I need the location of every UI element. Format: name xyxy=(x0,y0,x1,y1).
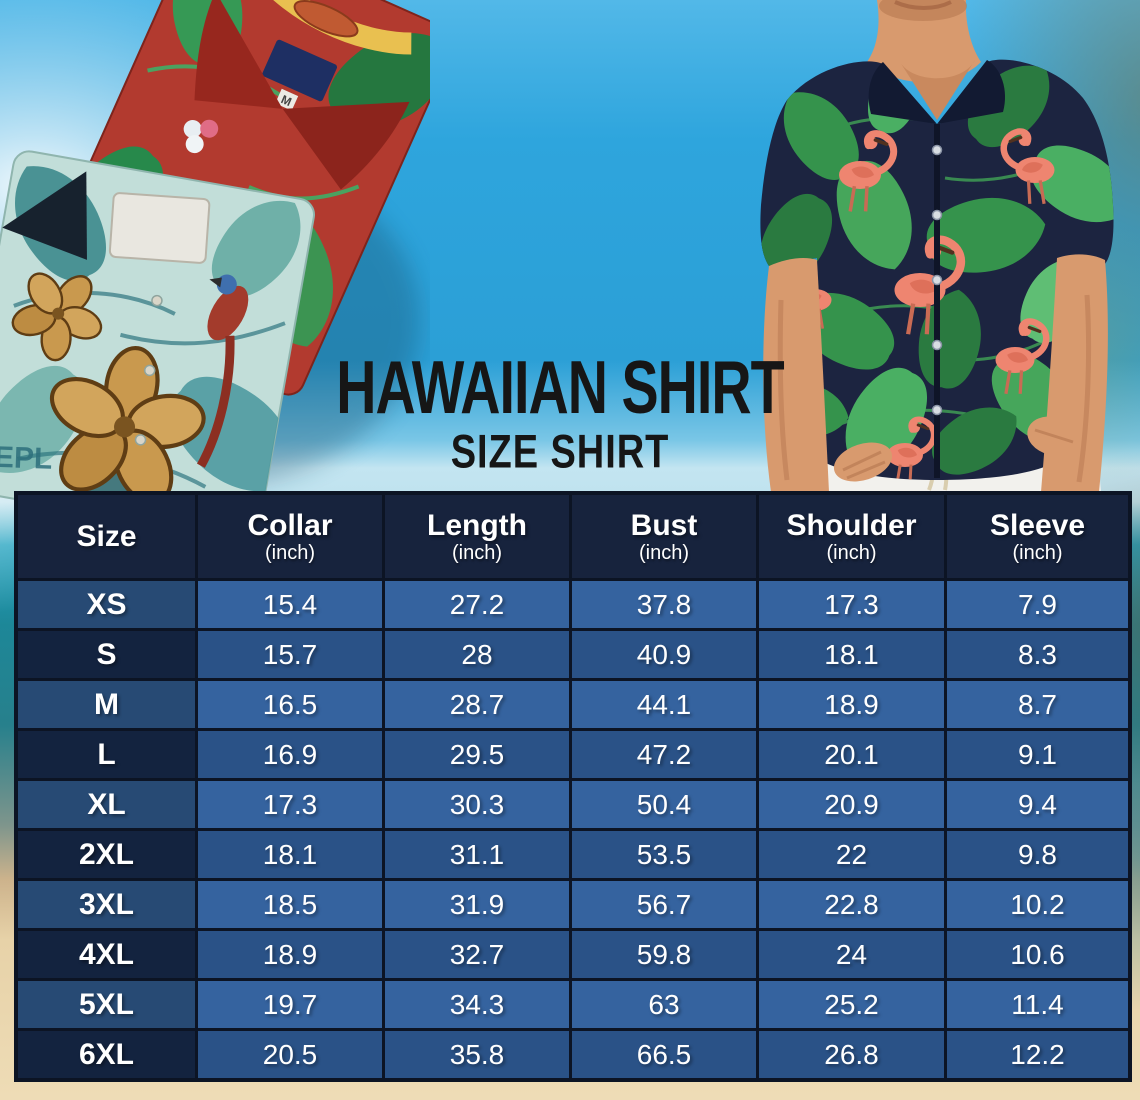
collar-left xyxy=(194,0,283,109)
table-row: M 16.5 28.7 44.1 18.9 8.7 xyxy=(15,678,1131,731)
value-cell: 24 xyxy=(756,928,947,981)
value-cell: 32.7 xyxy=(382,928,572,981)
header-cell: Size xyxy=(15,492,198,581)
value-cell: 63 xyxy=(569,978,759,1031)
value-cell: 17.3 xyxy=(756,578,947,631)
collar-lapel-right xyxy=(937,60,1006,124)
header-row: Size Collar (inch) Length (inch) Bust (inch) Sh… xyxy=(15,492,1131,581)
collar-right xyxy=(282,101,410,190)
size-tag xyxy=(275,88,299,111)
value-cell: 10.2 xyxy=(944,878,1131,931)
collar-lapel-left xyxy=(868,62,937,124)
value-cell: 18.5 xyxy=(195,878,385,931)
value-cell: 26.8 xyxy=(756,1028,947,1081)
value-cell: 20.5 xyxy=(195,1028,385,1081)
value-cell: 20.1 xyxy=(756,728,947,781)
value-cell: 22 xyxy=(756,828,947,881)
value-cell: 44.1 xyxy=(569,678,759,731)
right-hand xyxy=(1027,416,1079,456)
table-row: 5XL 19.7 34.3 63 25.2 11.4 xyxy=(15,978,1131,1031)
table-row: XL 17.3 30.3 50.4 20.9 9.4 xyxy=(15,778,1131,831)
value-cell: 18.1 xyxy=(195,828,385,881)
value-cell: 17.3 xyxy=(195,778,385,831)
table-row: 3XL 18.5 31.9 56.7 22.8 10.2 xyxy=(15,878,1131,931)
size-cell: S xyxy=(15,628,198,681)
value-cell: 30.3 xyxy=(382,778,572,831)
value-cell: 31.9 xyxy=(382,878,572,931)
size-cell: 5XL xyxy=(15,978,198,1031)
left-hand xyxy=(833,442,893,482)
value-cell: 22.8 xyxy=(756,878,947,931)
size-chart-table: Size Collar (inch) Length (inch) Bust (inch) Sh… xyxy=(15,492,1131,1081)
value-cell: 19.7 xyxy=(195,978,385,1031)
value-cell: 29.5 xyxy=(382,728,572,781)
value-cell: 16.9 xyxy=(195,728,385,781)
header-cell: Bust (inch) xyxy=(569,492,759,581)
title-block: HAWAIIAN SHIRT SIZE SHIRT xyxy=(300,344,820,478)
table-row: L 16.9 29.5 47.2 20.1 9.1 xyxy=(15,728,1131,781)
page-title: HAWAIIAN SHIRT xyxy=(336,345,784,430)
value-cell: 35.8 xyxy=(382,1028,572,1081)
table-row: S 15.7 28 40.9 18.1 8.3 xyxy=(15,628,1131,681)
value-cell: 50.4 xyxy=(569,778,759,831)
value-cell: 53.5 xyxy=(569,828,759,881)
value-cell: 9.8 xyxy=(944,828,1131,881)
page-subtitle: SIZE SHIRT xyxy=(450,426,670,478)
header-cell: Sleeve (inch) xyxy=(944,492,1131,581)
pattern-text: EPL xyxy=(0,441,53,476)
table-row: 6XL 20.5 35.8 66.5 26.8 12.2 xyxy=(15,1028,1131,1081)
size-cell: 6XL xyxy=(15,1028,198,1081)
value-cell: 34.3 xyxy=(382,978,572,1031)
parrot xyxy=(196,274,249,468)
teal-shirt: EPL xyxy=(0,148,317,515)
folded-shirts-photo: M xyxy=(0,0,430,515)
teal-collar xyxy=(2,171,87,260)
table-row: 4XL 18.9 32.7 59.8 24 10.6 xyxy=(15,928,1131,981)
neck-skin xyxy=(867,0,981,83)
value-cell: 15.7 xyxy=(195,628,385,681)
value-cell: 28.7 xyxy=(382,678,572,731)
value-cell: 18.9 xyxy=(756,678,947,731)
shirt-buttons xyxy=(931,144,943,416)
size-cell: L xyxy=(15,728,198,781)
value-cell: 12.2 xyxy=(944,1028,1131,1081)
table-row: XS 15.4 27.2 37.8 17.3 7.9 xyxy=(15,578,1131,631)
value-cell: 27.2 xyxy=(382,578,572,631)
value-cell: 20.9 xyxy=(756,778,947,831)
value-cell: 40.9 xyxy=(569,628,759,681)
size-cell: M xyxy=(15,678,198,731)
value-cell: 25.2 xyxy=(756,978,947,1031)
value-cell: 10.6 xyxy=(944,928,1131,981)
value-cell: 9.1 xyxy=(944,728,1131,781)
value-cell: 47.2 xyxy=(569,728,759,781)
table-row: 2XL 18.1 31.1 53.5 22 9.8 xyxy=(15,828,1131,881)
value-cell: 28 xyxy=(382,628,572,681)
value-cell: 8.7 xyxy=(944,678,1131,731)
value-cell: 15.4 xyxy=(195,578,385,631)
header-cell: Collar (inch) xyxy=(195,492,385,581)
header-cell: Length (inch) xyxy=(382,492,572,581)
value-cell: 31.1 xyxy=(382,828,572,881)
value-cell: 7.9 xyxy=(944,578,1131,631)
value-cell: 16.5 xyxy=(195,678,385,731)
value-cell: 37.8 xyxy=(569,578,759,631)
value-cell: 8.3 xyxy=(944,628,1131,681)
size-cell: 3XL xyxy=(15,878,198,931)
value-cell: 56.7 xyxy=(569,878,759,931)
header-cell: Shoulder (inch) xyxy=(756,492,947,581)
value-cell: 59.8 xyxy=(569,928,759,981)
neck-label xyxy=(262,39,338,102)
size-cell: XL xyxy=(15,778,198,831)
man-photo xyxy=(760,0,1114,492)
value-cell: 11.4 xyxy=(944,978,1131,1031)
value-cell: 9.4 xyxy=(944,778,1131,831)
value-cell: 18.1 xyxy=(756,628,947,681)
value-cell: 66.5 xyxy=(569,1028,759,1081)
value-cell: 18.9 xyxy=(195,928,385,981)
size-cell: XS xyxy=(15,578,198,631)
chest-pocket xyxy=(108,192,211,264)
size-cell: 4XL xyxy=(15,928,198,981)
size-cell: 2XL xyxy=(15,828,198,881)
